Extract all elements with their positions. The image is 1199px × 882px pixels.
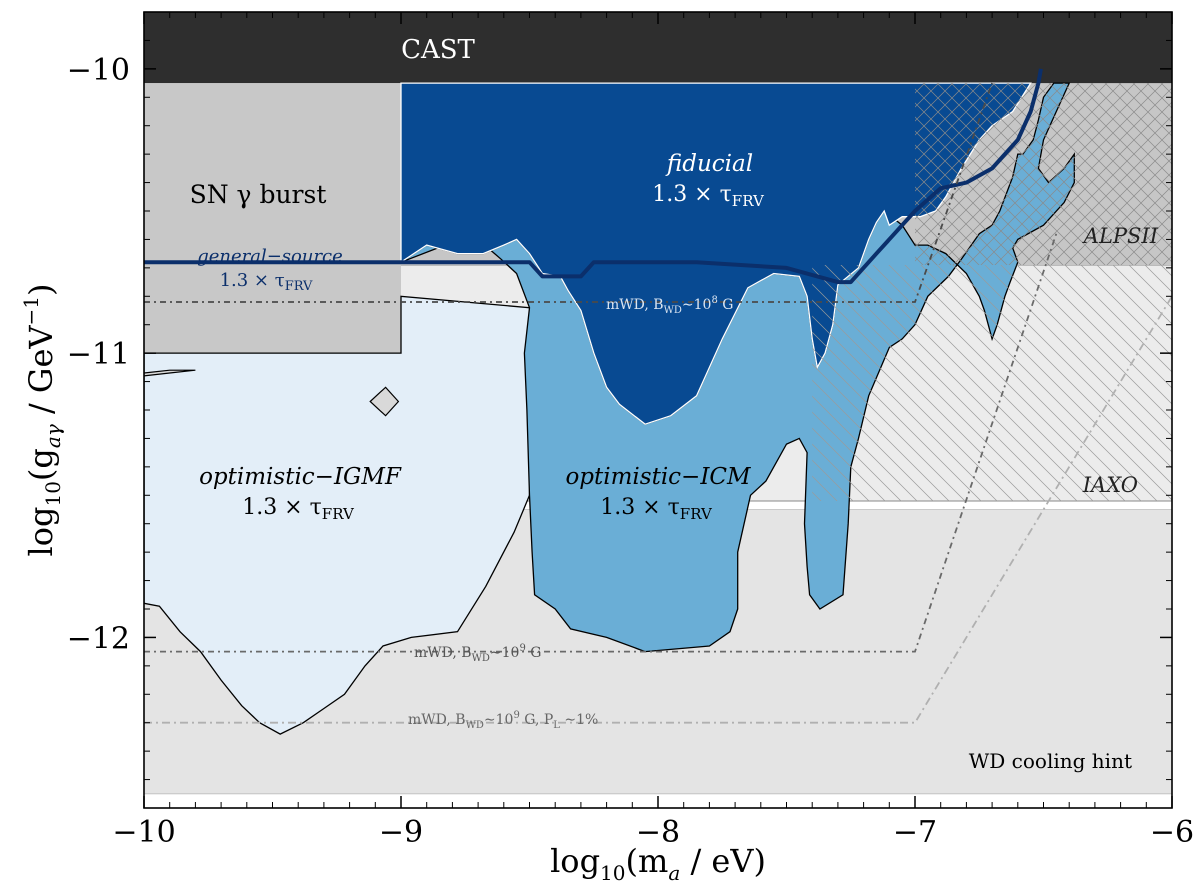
igmf-tau-main: 1.3 × τ <box>242 495 322 520</box>
mwd8-pre: mWD, B <box>606 297 664 313</box>
mwd9pl-end: ∼1% <box>560 712 598 728</box>
icm-tau: 1.3 × τFRV <box>600 495 713 523</box>
iaxo-label: IAXO <box>1082 473 1138 497</box>
igmf-tau-sub: FRV <box>322 505 355 523</box>
series-mwd_b9 <box>144 233 1058 653</box>
mwd9pl-mid: ∼10 <box>484 712 514 728</box>
mwd9pl-sub2: L <box>553 720 560 731</box>
icm-label: optimistic−ICM <box>565 464 752 490</box>
igmf-sliver <box>144 369 196 377</box>
general-tau-sub: FRV <box>285 279 313 294</box>
y-tick-label: −11 <box>67 337 130 372</box>
hatch-layer <box>812 83 1172 501</box>
x-axis-title: log10(ma / eV) <box>550 842 766 882</box>
x-tick-label: −7 <box>893 815 937 850</box>
y-axis-post: (g <box>22 448 60 481</box>
y-axis-close: ) <box>22 284 60 296</box>
plot-area <box>144 12 1172 795</box>
series-mwd_b8 <box>144 82 993 303</box>
x-axis-post: (m <box>626 842 669 880</box>
fiducial-tau-sub: FRV <box>732 192 765 210</box>
mwd9-post: G <box>526 645 542 661</box>
mwd8-mid: ∼10 <box>682 297 712 313</box>
mwd9pl-post: G, P <box>520 712 553 728</box>
general-tau-main: 1.3 × τ <box>220 270 285 291</box>
igmf-diamond <box>369 386 400 417</box>
series-mwd_b9_pl <box>144 295 1172 724</box>
y-axis-pre: log <box>22 507 60 557</box>
series-layer <box>144 68 1172 724</box>
mwd9pl-label: mWD, BWD∼109 G, PL ∼1% <box>408 710 598 731</box>
mwd9pl-exp: 9 <box>513 710 519 721</box>
series-general_source <box>144 68 1043 285</box>
fiducial-tau: 1.3 × τFRV <box>652 182 765 210</box>
x-tick-label: −6 <box>1150 815 1194 850</box>
sn-label: SN γ burst <box>190 180 327 209</box>
mwd9-label: mWD, BWD∼109 G <box>414 643 541 664</box>
y-axis-sub: 10 <box>41 481 65 506</box>
wd-cooling-label: WD cooling hint <box>969 749 1132 773</box>
y-axis-title: log10(gaγ / GeV−1) <box>19 284 65 557</box>
mwd9-exp: 9 <box>519 643 525 654</box>
mwd9pl-sub: WD <box>466 720 484 731</box>
x-axis-pre: log <box>550 842 600 880</box>
x-tick-label: −9 <box>379 815 423 850</box>
mwd8-label: mWD, BWD∼108 G <box>606 295 733 316</box>
igmf-label: optimistic−IGMF <box>199 464 402 490</box>
mwd8-sub: WD <box>664 305 682 316</box>
y-axis-exp: −1 <box>19 296 43 325</box>
icm-tau-main: 1.3 × τ <box>600 495 680 520</box>
mwd8-post: G <box>718 297 734 313</box>
region-cast <box>144 12 1172 84</box>
iaxo-hatch <box>812 265 1172 501</box>
mwd9pl-pre: mWD, B <box>408 712 466 728</box>
fiducial-label: fiducial <box>665 151 753 177</box>
y-tick-label: −12 <box>67 621 130 656</box>
x-axis-sub2: a <box>668 861 680 882</box>
alps-hatch <box>915 83 1172 265</box>
mwd9-mid: ∼10 <box>490 645 520 661</box>
alps-label: ALPSII <box>1082 224 1159 248</box>
y-tick-label: −10 <box>67 53 130 88</box>
x-axis-end: / eV) <box>680 842 766 880</box>
mwd8-exp: 8 <box>711 295 717 306</box>
x-tick-label: −10 <box>112 815 175 850</box>
fiducial-tau-main: 1.3 × τ <box>652 182 732 207</box>
mwd9-sub: WD <box>472 653 490 664</box>
x-axis-sub: 10 <box>600 861 625 882</box>
igmf-tau: 1.3 × τFRV <box>242 495 355 523</box>
ticks-layer: −10 −9 −8 −7 −6 −12 −11 −10 <box>67 11 1194 850</box>
general-source-label: general−source <box>197 246 343 267</box>
mwd9-pre: mWD, B <box>414 645 472 661</box>
cast-label: CAST <box>401 35 475 65</box>
x-tick-label: −8 <box>636 815 680 850</box>
y-axis-end: / GeV <box>22 325 60 425</box>
y-axis-sub2: aγ <box>41 424 65 448</box>
general-source-tau: 1.3 × τFRV <box>220 270 313 294</box>
icm-tau-sub: FRV <box>680 505 713 523</box>
region-sn <box>144 83 401 354</box>
